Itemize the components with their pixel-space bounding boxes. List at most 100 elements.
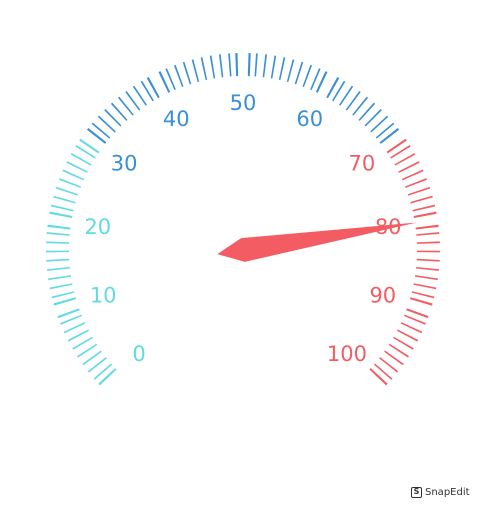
gauge-tick-segment — [294, 61, 304, 85]
gauge-tick-segment — [158, 71, 171, 93]
gauge-tick-segment — [104, 109, 122, 127]
gauge-tick-segment — [407, 186, 431, 196]
gauge-needle — [217, 222, 417, 262]
gauge-tick-segment — [46, 241, 70, 244]
gauge-tick-segment — [93, 363, 113, 380]
gauge-tick-segment — [394, 152, 416, 166]
gauge-tick-segment — [390, 145, 411, 159]
gauge-tick-segment — [278, 57, 286, 81]
gauge-tick-segment — [302, 64, 312, 88]
gauge-tick-segment — [165, 68, 176, 91]
gauge-tick-segment — [49, 211, 73, 218]
gauge-tick-segment — [286, 59, 295, 83]
gauge-tick-segment — [373, 363, 393, 380]
gauge-tick-label: 10 — [90, 283, 117, 307]
gauge-tick-segment — [416, 266, 440, 271]
gauge-tick-label: 90 — [369, 283, 396, 307]
gauge-tick-segment — [315, 71, 328, 93]
gauge-tick-segment — [62, 169, 85, 181]
gauge-labels: 0102030405060708090100 — [84, 91, 401, 366]
gauge-tick-segment — [146, 77, 160, 99]
gauge-tick-label: 50 — [230, 91, 257, 115]
gauge-tick-label: 60 — [296, 107, 323, 131]
gauge-tick-label: 20 — [84, 215, 111, 239]
gauge-tick-segment — [415, 224, 439, 230]
gauge-tick-segment — [55, 186, 79, 196]
gauge-tick-segment — [393, 336, 414, 350]
gauge-tick-segment — [364, 109, 382, 127]
gauge-tick-segment — [409, 297, 433, 306]
gauge-tick-segment — [262, 54, 268, 78]
gauge-tick-segment — [58, 178, 81, 188]
gauge-tick-segment — [87, 357, 107, 373]
gauge-tick-segment — [110, 102, 128, 121]
gauge-tick-segment — [375, 122, 395, 139]
gauge-tick-segment — [125, 91, 141, 111]
gauge-tick-segment — [91, 122, 111, 139]
gauge-tick-label: 30 — [111, 152, 138, 176]
gauge-needle-group — [217, 222, 417, 262]
gauge-tick-segment — [412, 204, 436, 212]
gauge-tick-segment — [70, 152, 92, 166]
gauge-tick-segment — [228, 53, 232, 77]
gauge-tick-segment — [379, 357, 399, 373]
gauge-tick-segment — [416, 232, 440, 236]
gauge-tick-segment — [63, 322, 86, 334]
gauge-tick-segment — [416, 241, 440, 244]
gauge-tick-segment — [235, 53, 239, 77]
gauge-tick-segment — [79, 138, 100, 154]
gauge-tick-segment — [379, 128, 400, 144]
gauge-tick-segment — [67, 329, 89, 342]
gauge-tick-segment — [254, 53, 258, 77]
gauge-tick-segment — [46, 250, 70, 253]
gauge-tick-segment — [406, 308, 429, 319]
gauge-tick-segment — [75, 145, 96, 159]
gauge-tick-segment — [345, 91, 361, 111]
gauge-tick-segment — [416, 250, 440, 253]
gauge-tick-segment — [400, 322, 423, 334]
gauge-tick-segment — [77, 343, 98, 358]
gauge-tick-segment — [310, 68, 321, 91]
gauge-tick-segment — [410, 195, 433, 204]
gauge-tick-segment — [247, 53, 251, 77]
gauge-tick-segment — [401, 169, 424, 181]
gauge-tick-segment — [339, 85, 354, 106]
gauge-tick-segment — [66, 161, 88, 173]
gauge-tick-segment — [358, 102, 376, 121]
gauge-tick-label: 100 — [327, 342, 367, 366]
gauge-tick-segment — [53, 195, 76, 204]
gauge-tick-segment — [414, 275, 438, 281]
gauge-tick-segment — [416, 258, 440, 262]
gauge-tick-segment — [49, 283, 73, 290]
gauge-tick-segment — [57, 308, 80, 319]
gauge-tick-segment — [174, 64, 184, 88]
gauge-tick-segment — [413, 211, 437, 218]
gauge-tick-segment — [218, 54, 224, 78]
gauge-tick-segment — [132, 85, 147, 106]
gauge-tick-segment — [405, 178, 428, 188]
snapedit-watermark: S SnapEdit — [411, 484, 470, 500]
gauge-tick-segment — [72, 336, 93, 350]
gauge-tick-segment — [98, 368, 117, 386]
gauge-tick-label: 40 — [163, 107, 190, 131]
gauge-tick-segment — [117, 96, 134, 116]
gauge-tick-segment — [369, 368, 388, 386]
gauge-tick-segment — [384, 350, 404, 366]
gauge-tick-label: 70 — [349, 152, 376, 176]
gauge-tick-segment — [326, 77, 340, 99]
gauge-tick-segment — [47, 224, 71, 230]
gauge-tick-segment — [270, 55, 277, 79]
gauge-tick-segment — [182, 61, 192, 85]
gauge-tick-segment — [53, 297, 77, 306]
watermark-text: SnapEdit — [425, 486, 470, 498]
gauge-tick-segment — [332, 80, 346, 102]
gauge-tick-segment — [411, 291, 435, 299]
gauge-tick-segment — [352, 96, 369, 116]
gauge-tick-segment — [46, 232, 70, 236]
gauge-tick-segment — [386, 138, 407, 154]
gauge-tick-segment — [46, 258, 70, 262]
gauge-tick-segment — [388, 343, 409, 358]
gauge-tick-segment — [86, 128, 107, 144]
gauge-tick-label: 0 — [132, 342, 145, 366]
